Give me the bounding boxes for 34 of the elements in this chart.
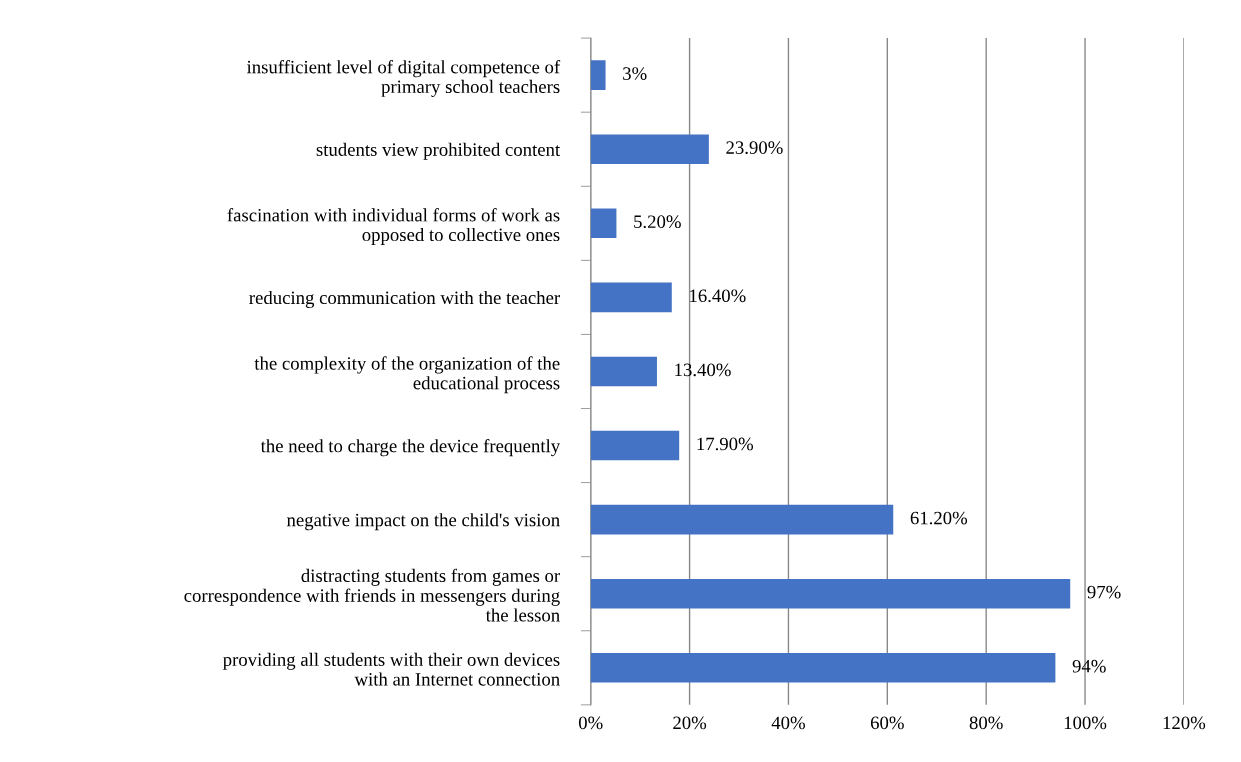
data-label: 61.20% <box>910 511 968 525</box>
bar <box>590 430 680 461</box>
x-tick-label: 20% <box>673 716 707 730</box>
y-tick-label: distracting students from games or correspondence with friends in messengers during the lesson <box>184 568 560 622</box>
bar <box>590 282 672 313</box>
y-tick-label: students view prohibited content <box>316 142 561 160</box>
data-label: 3% <box>623 67 647 80</box>
bar <box>590 60 606 90</box>
bar <box>590 652 1056 683</box>
y-tick-label: the complexity of the organization of the educational process <box>254 356 560 394</box>
x-tick-label: 100% <box>1064 716 1107 730</box>
y-tick-label: negative impact on the child's vision <box>286 513 560 531</box>
x-tick-label: 60% <box>870 716 904 730</box>
data-label: 23.90% <box>726 141 783 154</box>
bar <box>590 134 709 165</box>
x-tick-label: 120% <box>1163 716 1206 730</box>
data-label: 16.40% <box>690 289 746 303</box>
data-label: 17.90% <box>697 437 754 451</box>
bar <box>590 208 617 239</box>
y-tick-label: the need to charge the device frequently <box>260 438 561 457</box>
bar <box>590 356 657 387</box>
data-label: 13.40% <box>675 363 731 377</box>
y-tick-label: providing all students with their own devices with an Internet connection <box>223 652 560 686</box>
data-label: 97% <box>1087 585 1121 599</box>
data-label: 5.20% <box>634 215 681 229</box>
y-tick-label: insufficient level of digital competence of primary school teachers <box>246 60 561 97</box>
bar <box>590 504 894 535</box>
x-tick-label: 40% <box>771 716 805 730</box>
y-tick-label: reducing communication with the teacher <box>249 290 560 308</box>
bar <box>590 578 1071 609</box>
data-label: 94% <box>1072 659 1106 673</box>
x-tick-label: 0% <box>578 716 603 730</box>
x-tick-label: 80% <box>969 716 1003 730</box>
y-tick-label: fascination with individual forms of work as opposed to collective ones <box>227 208 560 245</box>
